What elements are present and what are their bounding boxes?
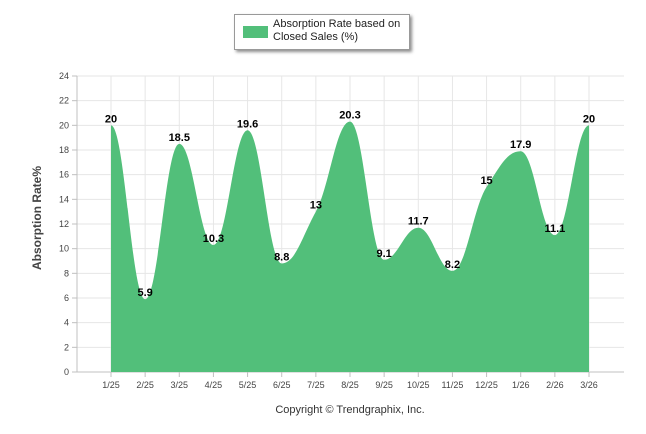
data-label: 13	[310, 200, 322, 212]
y-axis-title: Absorption Rate%	[30, 166, 44, 270]
data-label: 20.3	[339, 110, 360, 122]
data-label: 10.3	[203, 233, 224, 245]
legend: Absorption Rate based on Closed Sales (%…	[234, 14, 410, 50]
x-tick-label: 5/25	[239, 380, 257, 390]
data-label: 19.6	[237, 118, 258, 130]
x-tick-label: 9/25	[375, 380, 393, 390]
data-labels: 20 5.9 18.5 10.3 19.6 8.8 13 20.3 9.1 11.7 8.2 15 17…	[105, 110, 595, 300]
x-tick-label: 12/25	[475, 380, 498, 390]
x-tick-label: 8/25	[341, 380, 359, 390]
data-label: 5.9	[137, 287, 152, 299]
y-tick-label: 0	[64, 367, 69, 377]
x-tick-label: 11/25	[441, 380, 463, 390]
x-tick-label: 1/26	[512, 380, 530, 390]
y-tick-label: 22	[59, 96, 69, 106]
y-tick-label: 12	[59, 219, 69, 229]
y-tick-label: 4	[64, 318, 69, 328]
x-tick-label: 10/25	[407, 380, 430, 390]
x-tick-label: 7/25	[307, 380, 325, 390]
x-tick-label: 3/26	[580, 380, 598, 390]
y-tick-label: 2	[64, 342, 69, 352]
series-area	[111, 121, 589, 372]
data-label: 15	[480, 175, 492, 187]
y-tick-label: 20	[59, 120, 69, 130]
data-label: 11.1	[544, 223, 565, 235]
data-label: 17.9	[510, 139, 531, 151]
legend-swatch	[243, 26, 268, 38]
y-tick-label: 6	[64, 293, 69, 303]
data-label: 11.7	[408, 216, 429, 228]
data-label: 9.1	[376, 248, 391, 260]
data-label: 20	[583, 113, 595, 125]
y-tick-label: 24	[59, 71, 69, 81]
x-tick-label: 6/25	[273, 380, 291, 390]
y-tick-label: 10	[59, 244, 69, 254]
data-label: 20	[105, 113, 117, 125]
x-tick-label: 1/25	[102, 380, 120, 390]
data-label: 8.2	[445, 259, 460, 271]
x-axis-ticks: 1/25 2/25 3/25 4/25 5/25 6/25 7/25 8/25 9/25 10/2…	[102, 380, 598, 390]
y-tick-label: 16	[59, 170, 69, 180]
x-tick-label: 2/26	[546, 380, 564, 390]
copyright-footer: Copyright © Trendgraphix, Inc.	[275, 404, 424, 416]
x-tick-label: 4/25	[205, 380, 223, 390]
data-label: 8.8	[274, 251, 289, 263]
y-tick-label: 14	[59, 194, 69, 204]
y-tick-label: 18	[59, 145, 69, 155]
x-tick-label: 2/25	[136, 380, 154, 390]
y-tick-label: 8	[64, 268, 69, 278]
legend-label: Absorption Rate based on Closed Sales (%…	[273, 18, 401, 43]
data-label: 18.5	[169, 132, 190, 144]
x-tick-label: 3/25	[171, 380, 189, 390]
